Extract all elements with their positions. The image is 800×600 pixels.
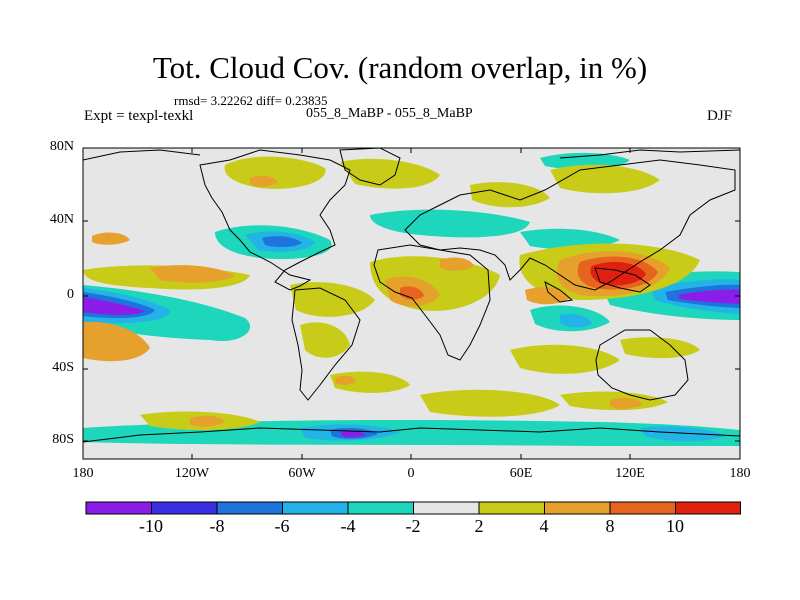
contour-yellow-atlantic: [290, 282, 375, 317]
lat-label-40n: 40N: [49, 212, 74, 227]
lat-label-80s: 80S: [52, 432, 74, 447]
colorbar-box-3: [217, 502, 283, 514]
axis-ticks: [83, 147, 740, 459]
lon-label-120e: 120E: [615, 466, 645, 481]
contour-orange-north-america: [250, 175, 278, 187]
lon-label-180e: 180: [729, 466, 751, 481]
colorbar-label: 8: [605, 516, 615, 536]
colorbar-box-9: [610, 502, 676, 514]
lon-label-180w: 180: [72, 466, 94, 481]
contour-purple-east-pacific: [678, 289, 740, 304]
contour-yellow-south-africa: [300, 322, 350, 358]
contour-orange-pacific-south: [83, 321, 150, 362]
lon-label-60e: 60E: [509, 466, 533, 481]
colorbar-label: 2: [474, 516, 484, 536]
map-title: Tot. Cloud Cov. (random overlap, in %): [152, 50, 648, 85]
colorbar-box-8: [544, 502, 610, 514]
coastline-north-america: [199, 149, 351, 291]
contour-darkblue-north-america: [262, 236, 302, 248]
contour-cyan-north-atlantic: [370, 209, 530, 238]
contour-orange-east-africa: [440, 257, 474, 271]
contour-fields: [83, 152, 740, 459]
contour-orange-north-pacific: [92, 232, 130, 245]
experiment-label: Expt = texpl-texkl: [84, 108, 194, 124]
lat-label-40s: 40S: [52, 360, 74, 375]
coastlines: [83, 148, 740, 443]
contour-yellow-europe: [470, 182, 550, 208]
contour-orange-indian: [525, 287, 570, 305]
coastline-antarctica: [83, 427, 740, 443]
contour-yellow-southern-a: [420, 389, 560, 417]
lon-label-0: 0: [407, 466, 415, 481]
lat-label-0: 0: [67, 287, 74, 302]
contour-yellow-north-america: [224, 156, 326, 189]
colorbar-label: 4: [539, 516, 549, 536]
lat-label-80n: 80N: [49, 139, 74, 154]
contour-purple-west-pacific: [83, 297, 145, 315]
colorbar-box-7: [479, 502, 545, 514]
lon-label-120w: 120W: [174, 466, 210, 481]
contour-orange-south-atlantic: [335, 375, 356, 385]
colorbar-box-1: [86, 502, 152, 514]
colorbar-box-2: [151, 502, 217, 514]
coastline-arctic: [83, 149, 740, 161]
contour-orange-tropics-w: [150, 265, 235, 283]
contour-orange-southern: [610, 397, 642, 409]
lon-label-60w: 60W: [288, 466, 316, 481]
contour-blue-indian-ocean: [560, 314, 592, 328]
colorbar-box-10: [675, 502, 741, 514]
colorbar-label: 10: [666, 516, 684, 536]
coastline-greenland: [339, 148, 401, 186]
contour-blue-southern-ocean-b: [640, 426, 725, 442]
coastline-africa: [373, 244, 491, 361]
stats-line: rmsd= 3.22262 diff= 0.23835: [174, 93, 328, 108]
coastline-south-america: [291, 287, 361, 401]
colorbar-label: -4: [340, 516, 356, 536]
colorbar-label: -10: [139, 516, 163, 536]
colorbar: [85, 501, 741, 515]
colorbar-label: -2: [405, 516, 421, 536]
contour-purple-southern-ocean: [340, 431, 366, 438]
colorbar-box-5: [348, 502, 414, 514]
colorbar-box-6: [413, 502, 479, 514]
colorbar-label: -8: [209, 516, 225, 536]
contour-grey-south: [83, 442, 740, 459]
subtitle: 055_8_MaBP - 055_8_MaBP: [306, 106, 473, 121]
colorbar-label: -6: [274, 516, 290, 536]
coastline-australia: [595, 329, 689, 401]
season-label: DJF: [707, 108, 733, 124]
coastline-maritime: [544, 267, 651, 303]
contour-yellow-indian-south: [510, 344, 620, 374]
contour-yellow-south-pacific: [620, 337, 700, 359]
coastline-eurasia: [404, 159, 736, 291]
contour-orange-southern-b: [190, 415, 225, 427]
colorbar-box-4: [282, 502, 348, 514]
